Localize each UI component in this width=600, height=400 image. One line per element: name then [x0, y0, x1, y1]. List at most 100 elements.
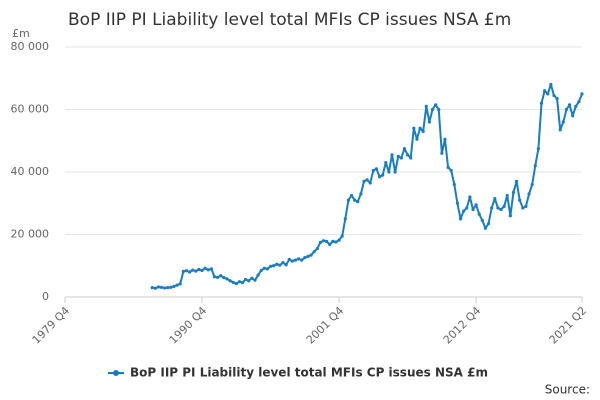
point [405, 153, 410, 157]
point [477, 212, 481, 216]
x-tick-label: 1990 Q4 [167, 304, 210, 347]
point [446, 165, 450, 169]
point [287, 257, 291, 262]
point [343, 217, 347, 221]
point [480, 218, 484, 223]
point [474, 203, 478, 207]
point [346, 198, 351, 202]
point [300, 258, 304, 262]
y-tick-label: 20 000 [11, 228, 50, 241]
point [455, 201, 460, 205]
point [159, 285, 164, 289]
point [458, 217, 463, 221]
legend-label: BoP IIP PI Liability level total MFIs CP… [130, 366, 488, 380]
point [368, 181, 372, 185]
point [434, 103, 438, 107]
y-tick-label: 40 000 [11, 165, 50, 178]
chart-title: BoP IIP PI Liability level total MFIs CP… [68, 10, 511, 30]
point [493, 196, 497, 201]
point [337, 238, 341, 242]
point [184, 269, 189, 273]
point [312, 250, 316, 254]
point [169, 285, 173, 289]
point [216, 275, 220, 279]
point [278, 263, 282, 267]
point [502, 204, 506, 208]
point [518, 198, 522, 202]
point [234, 281, 238, 286]
point [440, 151, 444, 155]
point [321, 239, 326, 243]
point [203, 266, 207, 270]
point [166, 286, 170, 290]
point [374, 167, 379, 171]
point [181, 269, 185, 273]
point [424, 104, 428, 108]
x-tick-label: 1979 Q4 [30, 304, 73, 347]
y-tick-label: 60 000 [11, 103, 50, 116]
point [265, 267, 270, 271]
point [524, 204, 528, 208]
point [409, 156, 413, 160]
point [377, 175, 382, 179]
point [371, 168, 375, 173]
point [555, 96, 559, 101]
point [209, 267, 213, 271]
point [212, 275, 217, 279]
point [194, 269, 198, 273]
point [222, 276, 226, 280]
x-tick-label: 2012 Q4 [441, 304, 484, 347]
source: Source: [545, 383, 590, 397]
point [259, 268, 263, 273]
point [580, 92, 584, 96]
point [237, 280, 242, 284]
point [231, 280, 235, 284]
y-tick-label: 80 000 [11, 40, 50, 53]
point [536, 146, 540, 151]
point [421, 129, 425, 133]
point [150, 286, 154, 290]
point [449, 168, 453, 173]
x-tick-label: 2021 Q2 [547, 304, 590, 347]
point [247, 279, 251, 283]
point [197, 267, 201, 272]
point [296, 257, 301, 261]
point [153, 286, 157, 290]
point [309, 253, 313, 257]
point [328, 242, 332, 247]
point [427, 120, 431, 124]
point [543, 89, 547, 93]
point [334, 240, 338, 244]
point [206, 268, 210, 272]
point [415, 137, 419, 141]
point [290, 259, 294, 263]
point [191, 268, 195, 272]
point [539, 101, 544, 105]
point [381, 173, 385, 177]
point [437, 107, 441, 112]
point [281, 261, 285, 265]
point [527, 192, 531, 196]
point [163, 286, 167, 290]
point [262, 266, 266, 270]
point [356, 200, 360, 204]
point [564, 107, 569, 112]
point [496, 206, 500, 210]
point [468, 195, 472, 199]
point [315, 246, 319, 251]
point [178, 282, 182, 286]
point [430, 107, 435, 112]
point [577, 100, 581, 104]
point [402, 146, 407, 151]
point [396, 154, 400, 158]
point [318, 240, 322, 244]
y-tick-label: 0 [42, 290, 49, 303]
point [293, 258, 298, 262]
point [306, 254, 310, 258]
legend-marker [113, 370, 119, 376]
point [552, 93, 556, 98]
point [256, 273, 260, 277]
point [561, 120, 565, 124]
point [490, 206, 494, 210]
point [244, 277, 248, 282]
